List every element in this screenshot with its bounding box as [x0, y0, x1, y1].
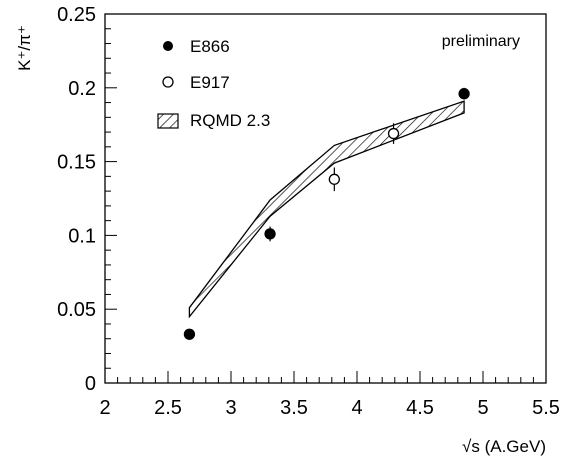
legend-label-rqmd: RQMD 2.3 [190, 111, 270, 130]
legend-marker-e866 [163, 41, 173, 51]
rqmd-band-layer [188, 100, 465, 319]
x-tick-label: 5.5 [532, 397, 560, 419]
y-tick-label: 0.05 [57, 299, 96, 321]
x-tick-label: 2.5 [154, 397, 182, 419]
x-axis-title: √s (A.GeV) [462, 437, 546, 456]
y-tick-label: 0.2 [68, 78, 96, 100]
data-point-e866 [458, 88, 470, 100]
y-tick-label: 0 [85, 373, 96, 395]
data-point-e917 [387, 127, 400, 140]
rqmd-band [188, 100, 465, 319]
x-tick-label: 4.5 [406, 397, 434, 419]
preliminary-annotation: preliminary [442, 33, 520, 50]
legend-marker-e917 [162, 76, 174, 88]
data-point-e866 [183, 328, 196, 340]
x-tick-label: 5 [477, 397, 488, 419]
data-point-e917 [328, 173, 340, 185]
y-tick-label: 0.15 [57, 152, 96, 174]
legend-marker-rqmd [157, 113, 179, 129]
y-tick-label: 0.25 [57, 4, 96, 26]
plot-frame-rect [104, 13, 547, 384]
x-tick-label: 4 [351, 397, 362, 419]
x-tick-label: 3 [225, 397, 236, 419]
y-axis-title: K⁺/π⁺ [15, 25, 34, 71]
data-point-e866 [264, 228, 276, 240]
x-tick-label: 3.5 [280, 397, 308, 419]
axis-ticks: 2 2.5 3 3.5 4 4.5 5 5.5 0 0.05 0.1 0.15 0.2 0.25 [57, 4, 560, 419]
plot-frame [104, 13, 547, 384]
legend-label-e866: E866 [190, 37, 230, 56]
legend: E866 E917 RQMD 2.3 [157, 37, 270, 130]
data-points [183, 87, 470, 340]
legend-label-e917: E917 [190, 73, 230, 92]
x-tick-label: 2 [99, 397, 110, 419]
y-tick-label: 0.1 [68, 225, 96, 247]
